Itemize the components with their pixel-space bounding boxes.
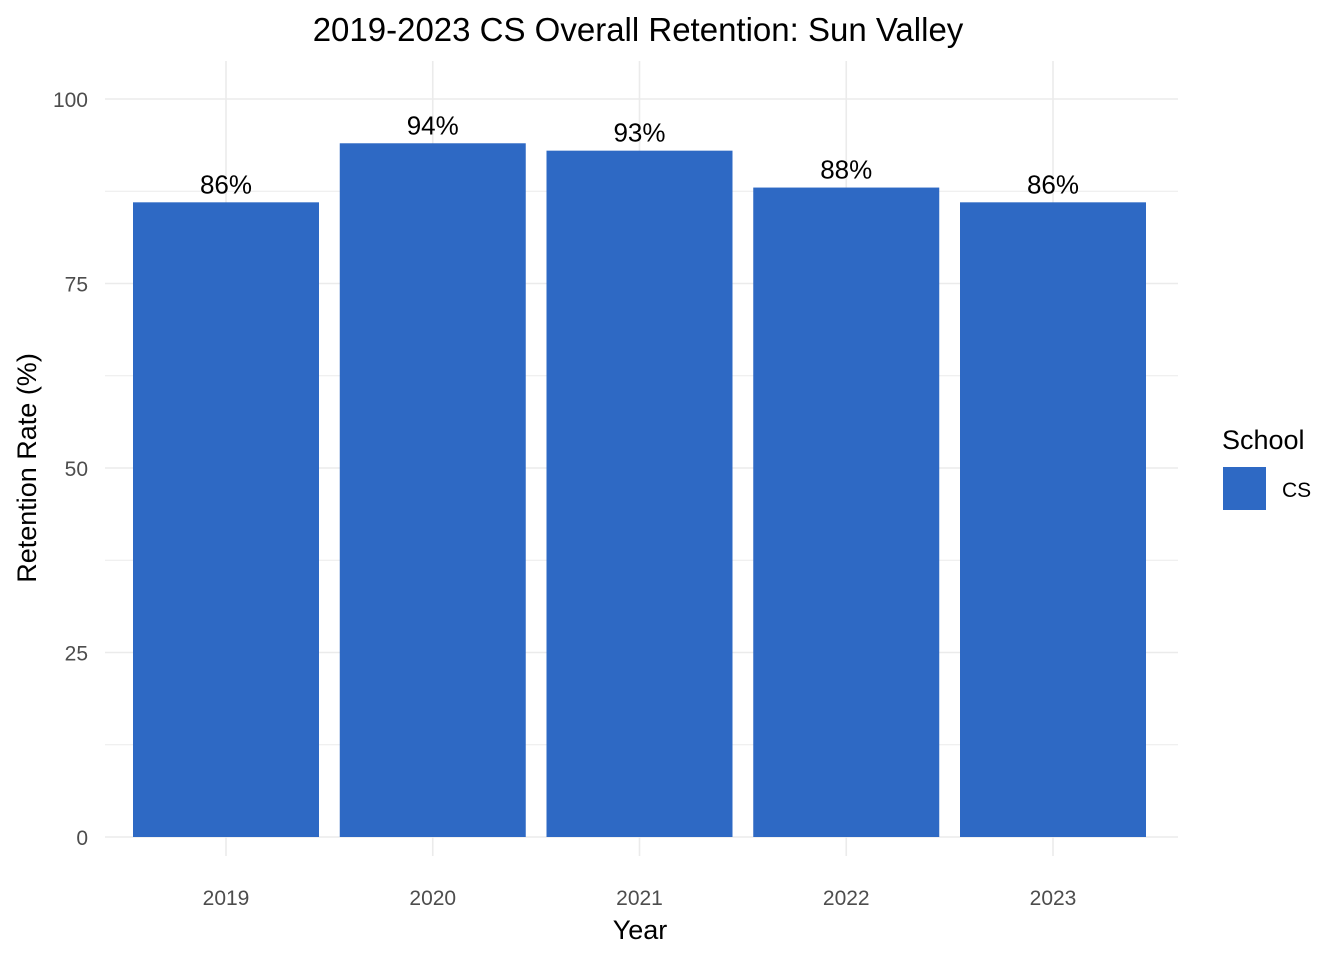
x-tick-label: 2023: [1030, 887, 1077, 910]
y-axis-title: Retention Rate (%): [12, 353, 42, 583]
bars: [133, 143, 1146, 837]
y-tick-label: 50: [65, 458, 88, 481]
legend-title: School: [1222, 425, 1305, 455]
legend-items: CS: [1223, 467, 1311, 510]
bar-value-label: 94%: [407, 110, 459, 140]
x-tick-labels: 2019 2020 2021 2022 2023: [203, 887, 1077, 910]
x-tick-label: 2021: [616, 887, 663, 910]
bar-value-label: 86%: [1027, 169, 1079, 199]
legend-label: CS: [1282, 479, 1311, 502]
bar-value-label: 86%: [200, 169, 252, 199]
bar-value-label: 88%: [820, 155, 872, 185]
x-axis-title: Year: [613, 915, 668, 945]
legend: School CS: [1222, 425, 1311, 510]
bar-2023: [960, 202, 1146, 837]
bar-2021: [546, 150, 733, 837]
bar-2020: [339, 143, 526, 837]
x-tick-label: 2020: [409, 887, 456, 910]
y-tick-label: 0: [76, 827, 88, 850]
y-tick-labels: 0 25 50 75 100: [53, 89, 88, 850]
y-tick-label: 100: [53, 89, 88, 112]
x-tick-label: 2022: [823, 887, 870, 910]
y-tick-label: 75: [65, 274, 88, 297]
y-tick-label: 25: [65, 643, 88, 666]
x-tick-label: 2019: [203, 887, 250, 910]
chart-title: 2019-2023 CS Overall Retention: Sun Vall…: [313, 11, 964, 48]
bar-2022: [753, 187, 940, 837]
bar-value-labels: 86% 94% 93% 88% 86%: [200, 110, 1079, 199]
bar-value-label: 93%: [613, 118, 665, 148]
legend-swatch: [1223, 467, 1266, 510]
bar-2019: [133, 202, 319, 837]
